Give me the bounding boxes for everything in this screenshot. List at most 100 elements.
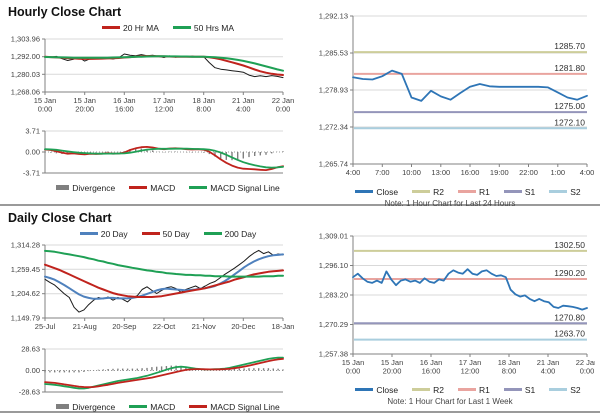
svg-text:1,314.28: 1,314.28 (11, 241, 40, 250)
legend-item: S2 (549, 385, 581, 395)
svg-text:18-Jan: 18-Jan (272, 322, 295, 331)
svg-text:1,259.45: 1,259.45 (11, 265, 40, 274)
legend-swatch-icon (412, 388, 431, 391)
legend-swatch-icon (189, 405, 208, 408)
svg-text:3.71: 3.71 (25, 127, 40, 136)
svg-text:1,292.00: 1,292.00 (11, 52, 40, 61)
legend-item: MACD Signal Line (189, 401, 280, 412)
legend-swatch-icon (412, 190, 431, 193)
legend-swatch-icon (549, 388, 568, 391)
svg-text:-28.63: -28.63 (19, 388, 40, 396)
daily-macd-chart: 28.63 0.00 -28.63 (3, 343, 300, 400)
legend-item: R1 (457, 186, 490, 197)
legend-swatch-icon (172, 26, 191, 29)
legend-swatch-icon (457, 190, 476, 193)
legend-label: 20 Day (100, 228, 128, 239)
legend-item: MACD (129, 402, 175, 412)
legend-item: Close (355, 187, 398, 197)
top-row: Hourly Close Chart 20 Hr MA 50 Hrs MA 1,3… (0, 0, 600, 209)
legend-swatch-icon (129, 405, 148, 408)
svg-text:1275.00: 1275.00 (554, 101, 585, 111)
hourly-close-panel: Hourly Close Chart 20 Hr MA 50 Hrs MA 1,3… (0, 0, 300, 204)
hourly-macd-chart: 3.71 0.00 -3.71 (3, 126, 300, 181)
legend-label: R1 (478, 384, 490, 395)
svg-text:1,149.79: 1,149.79 (11, 314, 40, 323)
svg-text:1,285.53: 1,285.53 (319, 49, 348, 58)
legend-label: 50 Day (162, 228, 190, 239)
legend-label: MACD (150, 401, 176, 412)
svg-text:1263.70: 1263.70 (554, 329, 585, 339)
legend-item: S1 (503, 186, 536, 197)
pivot-24h-panel: 1,292.13 1,285.53 1,278.93 1,272.34 1,265.74… (300, 0, 600, 209)
legend-item: Close (355, 385, 398, 395)
svg-text:1,265.74: 1,265.74 (319, 160, 348, 169)
legend-label: MACD Signal Line (210, 182, 280, 193)
svg-text:1,280.03: 1,280.03 (11, 70, 40, 79)
svg-text:21-Aug: 21-Aug (73, 322, 97, 331)
hourly-close-chart: 1,303.96 1,292.00 1,280.03 1,268.06 15 Jan 0:… (3, 34, 300, 119)
legend-label: S1 (524, 384, 536, 395)
svg-text:16:00: 16:00 (461, 168, 480, 177)
legend-label: Divergence (72, 401, 116, 412)
pivot-1week-legend: Close R2 R1 S1 S2 (300, 383, 600, 396)
pivot-1week-note: Note: 1 Hour Chart for Last 1 Week (387, 397, 513, 406)
svg-text:4:00: 4:00 (346, 168, 361, 177)
legend-item: Divergence (56, 402, 115, 412)
daily-chart-title: Daily Close Chart (8, 211, 112, 225)
svg-text:19:00: 19:00 (490, 168, 509, 177)
svg-text:1,292.13: 1,292.13 (319, 12, 348, 21)
legend-label: R1 (478, 186, 490, 197)
legend-swatch-icon (129, 186, 148, 189)
bottom-row: Daily Close Chart 20 Day 50 Day 200 Day 1,… (0, 206, 600, 413)
legend-label: MACD Signal Line (210, 401, 280, 412)
svg-text:1272.10: 1272.10 (554, 117, 585, 127)
svg-text:1,204.62: 1,204.62 (11, 289, 40, 298)
pivot-24h-note: Note: 1 Hour Chart for Last 24 Hours (384, 199, 516, 208)
svg-text:22:00: 22:00 (519, 168, 538, 177)
legend-item: R2 (412, 187, 444, 197)
legend-label: S2 (570, 186, 581, 197)
svg-text:20-Sep: 20-Sep (112, 322, 136, 331)
svg-text:1302.50: 1302.50 (554, 240, 585, 250)
legend-item: Divergence (56, 183, 115, 193)
legend-item: MACD (129, 183, 175, 193)
legend-label: R2 (433, 186, 444, 197)
daily-close-chart: 1,314.28 1,259.45 1,204.62 1,149.79 25-Jul 21… (3, 240, 300, 339)
legend-swatch-icon (203, 232, 222, 235)
svg-text:1,257.38: 1,257.38 (319, 350, 348, 359)
legend-swatch-icon (549, 190, 568, 193)
legend-swatch-icon (503, 388, 522, 391)
svg-text:1,309.01: 1,309.01 (319, 232, 348, 241)
legend-label: S1 (524, 186, 536, 197)
legend-label: 20 Hr MA (122, 22, 159, 33)
svg-text:1,296.10: 1,296.10 (319, 261, 348, 270)
svg-text:25-Jul: 25-Jul (35, 322, 56, 331)
legend-label: 50 Hrs MA (193, 22, 235, 33)
svg-text:1,283.20: 1,283.20 (319, 291, 348, 300)
svg-text:4:00: 4:00 (580, 168, 595, 177)
legend-item: MACD Signal Line (189, 182, 280, 193)
legend-label: Divergence (72, 182, 116, 193)
legend-label: Close (376, 186, 399, 197)
legend-item: R1 (457, 384, 490, 395)
legend-swatch-icon (79, 232, 98, 235)
legend-swatch-icon (141, 232, 160, 235)
legend-item: S2 (549, 186, 581, 197)
legend-item: 20 Hr MA (101, 22, 159, 33)
legend-item: 50 Day (141, 228, 190, 239)
daily-macd-legend: Divergence MACD MACD Signal Line (0, 400, 300, 413)
legend-item: 200 Day (203, 229, 256, 239)
